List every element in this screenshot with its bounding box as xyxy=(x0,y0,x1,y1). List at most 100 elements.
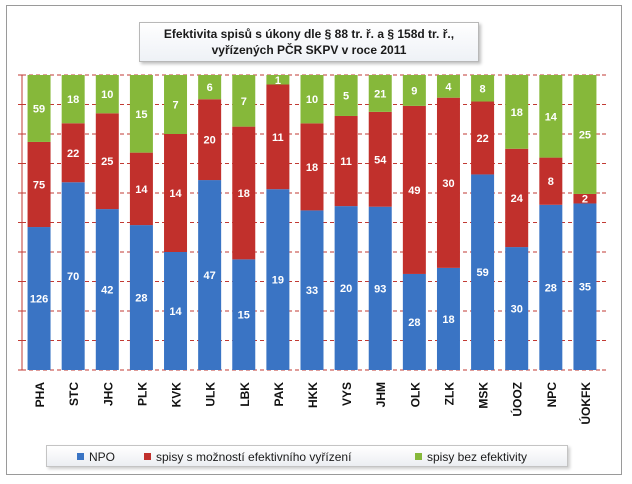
bar-hkk-series-2 xyxy=(300,75,324,124)
data-label: 7 xyxy=(241,96,247,108)
bar-zlk-series-0 xyxy=(436,267,460,370)
bar-jhm-series-2 xyxy=(368,75,392,112)
data-label: 42 xyxy=(101,285,113,297)
data-label: 7 xyxy=(172,100,178,112)
legend-swatch-npo xyxy=(77,453,84,460)
bar-npc-series-0 xyxy=(539,204,563,370)
bar-pha-series-2 xyxy=(27,75,51,142)
data-label: 25 xyxy=(579,129,591,141)
bar-vys-series-2 xyxy=(334,75,358,116)
data-label: 14 xyxy=(169,188,182,200)
data-label: 2 xyxy=(582,194,588,206)
data-label: 15 xyxy=(238,310,250,322)
legend-swatch-no-effect xyxy=(415,453,422,460)
category-label: ÚOKFK xyxy=(578,382,593,425)
bar-pak-series-2 xyxy=(266,75,290,85)
bar-jhm-series-0 xyxy=(368,206,392,370)
bar-pha-series-1 xyxy=(27,141,51,228)
bar-vys-series-1 xyxy=(334,115,358,207)
data-label: 59 xyxy=(476,267,488,279)
bar-hkk-series-0 xyxy=(300,210,324,370)
bar-úokfk-series-2 xyxy=(573,75,597,194)
bar-stc-series-1 xyxy=(61,123,85,183)
data-label: 30 xyxy=(511,304,523,316)
bar-lbk-series-1 xyxy=(232,126,256,260)
bar-olk-series-1 xyxy=(402,105,426,274)
bar-zlk-series-2 xyxy=(436,75,460,98)
category-label: KVK xyxy=(170,382,184,408)
data-label: 30 xyxy=(442,178,454,190)
data-label: 33 xyxy=(306,285,318,297)
bar-plk-series-1 xyxy=(129,152,153,226)
bar-pha-series-0 xyxy=(27,227,51,370)
data-label: 93 xyxy=(374,283,386,295)
data-label: 18 xyxy=(306,162,318,174)
data-label: 25 xyxy=(101,156,113,168)
data-label: 28 xyxy=(545,282,557,294)
bar-ulk-series-0 xyxy=(198,180,222,370)
category-label: ULK xyxy=(204,382,218,407)
data-label: 5 xyxy=(343,90,349,102)
bar-vys-series-0 xyxy=(334,206,358,370)
data-label: 49 xyxy=(408,185,420,197)
bar-jhc-series-2 xyxy=(95,75,119,114)
data-label: 4 xyxy=(445,81,452,93)
data-label: 18 xyxy=(67,94,79,106)
bar-úokfk-series-1 xyxy=(573,193,597,204)
bar-pak-series-1 xyxy=(266,84,290,190)
bar-lbk-series-0 xyxy=(232,259,256,370)
bar-ulk-series-1 xyxy=(198,99,222,181)
category-label: ZLK xyxy=(442,382,456,406)
bar-zlk-series-1 xyxy=(436,97,460,268)
data-label: 22 xyxy=(476,133,488,145)
data-label: 1 xyxy=(275,75,281,87)
data-label: 10 xyxy=(306,94,318,106)
chart-title-line-2: vyřízených PČR SKPV v roce 2011 xyxy=(211,43,407,57)
data-label: 18 xyxy=(442,314,454,326)
data-label: 19 xyxy=(272,275,284,287)
bar-plk-series-0 xyxy=(129,225,153,370)
data-label: 126 xyxy=(30,294,48,306)
legend-label-npo: NPO xyxy=(89,450,116,464)
bar-stc-series-0 xyxy=(61,182,85,370)
category-label: PHA xyxy=(33,382,47,408)
data-label: 21 xyxy=(374,88,386,100)
bar-hkk-series-1 xyxy=(300,123,324,211)
legend-item-effective: spisy s možností efektivního vyřízení xyxy=(144,450,351,464)
bar-pak-series-0 xyxy=(266,189,290,370)
category-label: NPC xyxy=(545,382,559,408)
bar-stc-series-2 xyxy=(61,75,85,124)
category-label: STC xyxy=(67,382,81,406)
data-label: 11 xyxy=(272,132,284,144)
chart-title: Efektivita spisů s úkony dle § 88 tr. ř.… xyxy=(139,22,479,62)
bar-plk-series-2 xyxy=(129,75,153,153)
bar-olk-series-0 xyxy=(402,273,426,370)
bar-ulk-series-2 xyxy=(198,75,222,100)
data-label: 20 xyxy=(340,283,352,295)
data-label: 75 xyxy=(33,179,45,191)
data-label: 8 xyxy=(548,176,554,188)
bar-npc-series-1 xyxy=(539,157,563,205)
data-label: 22 xyxy=(67,148,79,160)
bar-lbk-series-2 xyxy=(232,75,256,127)
data-label: 28 xyxy=(135,293,147,305)
data-label: 11 xyxy=(340,156,352,168)
bar-úokfk-series-0 xyxy=(573,203,597,370)
legend-item-no-effect: spisy bez efektivity xyxy=(415,450,527,464)
data-label: 14 xyxy=(545,111,558,123)
data-label: 18 xyxy=(511,107,523,119)
bar-jhc-series-0 xyxy=(95,209,119,370)
data-label: 59 xyxy=(33,103,45,115)
bar-kvk-series-1 xyxy=(164,134,188,252)
legend-swatch-effective xyxy=(144,453,151,460)
data-label: 6 xyxy=(207,82,213,94)
category-label: PLK xyxy=(135,382,149,406)
bar-msk-series-0 xyxy=(471,174,495,370)
legend-label-no-effect: spisy bez efektivity xyxy=(427,450,528,464)
data-label: 10 xyxy=(101,89,113,101)
data-label: 9 xyxy=(411,85,417,97)
data-label: 14 xyxy=(169,306,182,318)
bar-úooz-series-0 xyxy=(505,247,529,370)
data-label: 47 xyxy=(204,270,216,282)
